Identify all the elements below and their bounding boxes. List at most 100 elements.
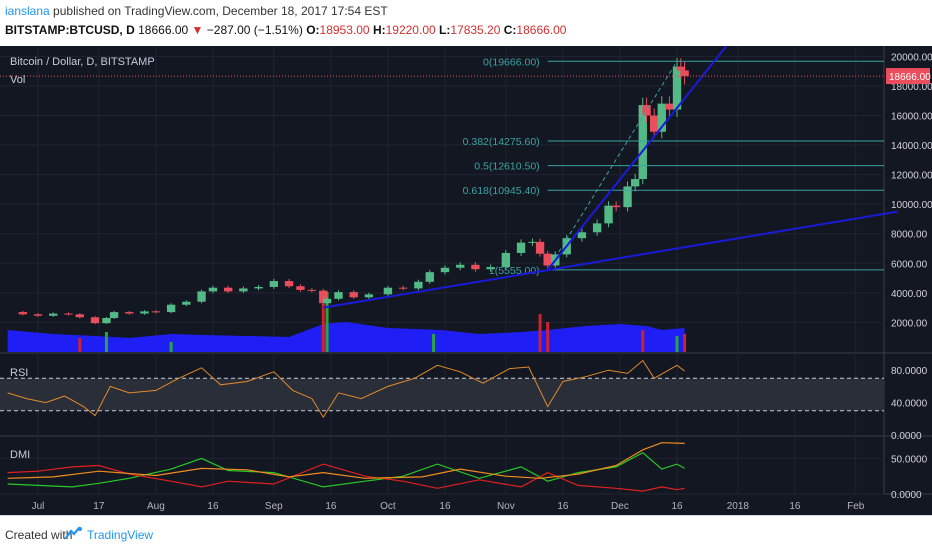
chart-area[interactable]: 0(19666.00) 0.382(14275.60) 0.5(12610.50) 0…	[0, 45, 932, 515]
y-tick-label: 20000.00	[891, 52, 932, 63]
last-price-badge	[886, 68, 930, 85]
candle-body	[414, 281, 423, 289]
last-price-label: 18666.00	[889, 72, 931, 83]
candle-body	[334, 292, 343, 299]
x-tick-label: Oct	[380, 501, 396, 512]
down-arrow-icon: ▼	[191, 23, 204, 37]
x-tick-label: 16	[789, 501, 801, 512]
candle-body	[296, 286, 305, 290]
x-tick-label: Nov	[497, 501, 515, 512]
trendline	[323, 210, 898, 309]
candle-body	[649, 115, 659, 132]
volume-bar	[538, 314, 542, 352]
candle-body	[18, 312, 27, 315]
close-label: C:	[503, 23, 517, 37]
candle-body	[197, 291, 206, 302]
candle-body	[638, 105, 647, 180]
candle-body	[254, 286, 263, 289]
tradingview-link[interactable]: TradingView	[87, 528, 154, 542]
candle-body	[456, 264, 465, 268]
candle-body	[592, 223, 602, 233]
fib-level-label: 0.382(14275.60)	[463, 136, 540, 148]
low-value: 17835.20	[450, 23, 501, 37]
author-link[interactable]: ianslana	[5, 4, 50, 18]
trendline	[546, 45, 728, 271]
y-tick-label: 14000.00	[891, 141, 932, 152]
high-value: 19220.00	[385, 23, 436, 37]
candle-body	[611, 205, 621, 208]
x-tick-label: Feb	[847, 501, 865, 512]
candle-body	[676, 66, 685, 71]
high-label: H:	[372, 23, 386, 37]
y-tick-label: 12000.00	[891, 171, 932, 182]
dmi-plus-line	[7, 451, 685, 488]
rsi-line	[7, 359, 685, 419]
x-tick-label: 16	[671, 501, 683, 512]
fib-level-label: 0.618(10945.40)	[463, 185, 540, 197]
main-pane: 0(19666.00) 0.382(14275.60) 0.5(12610.50) 0…	[0, 45, 898, 352]
x-tick-label: 16	[207, 501, 219, 512]
candle-body	[125, 312, 134, 314]
volume-bar	[325, 292, 329, 352]
candle-body	[269, 281, 279, 287]
candle-body	[239, 288, 248, 292]
candle-body	[322, 298, 332, 304]
axis-layer: Jul 17 Aug 16 Sep 16 Oct 16 Nov 16 Dec 16 2018 16 Feb 2…	[32, 52, 932, 512]
candle-body	[223, 287, 233, 292]
chart-header: ianslana published on TradingView.com, D…	[0, 0, 932, 46]
candle-body	[75, 314, 85, 318]
y-tick-label: 16000.00	[891, 111, 932, 122]
dmi-minus-line	[7, 463, 685, 492]
candle-body	[90, 317, 100, 324]
volume-bar	[104, 332, 108, 352]
candle-body	[672, 66, 682, 110]
candle-body	[577, 232, 587, 239]
y-tick-label: 10000.00	[891, 200, 932, 211]
fib-level-label: 0.5(12610.50)	[474, 161, 539, 173]
rsi-band-fill	[0, 378, 884, 411]
candle-body	[630, 179, 640, 187]
volume-legend: Vol	[10, 74, 25, 86]
x-tick-label: 16	[325, 501, 337, 512]
candle-body	[151, 311, 161, 313]
fib-trend-diagonal	[547, 61, 678, 271]
candle-body	[208, 287, 218, 292]
volume-area	[7, 322, 685, 352]
volume-bar	[321, 304, 325, 352]
candle-body	[642, 105, 651, 116]
publish-line: ianslana published on TradingView.com, D…	[5, 4, 388, 18]
candle-body	[623, 186, 632, 208]
volume-bar	[675, 336, 679, 352]
volume-bar	[641, 330, 645, 352]
x-tick-label: 2018	[727, 501, 750, 512]
symbol-line: BITSTAMP:BTCUSD, D 18666.00 ▼ −287.00 (−…	[5, 23, 566, 37]
candle-body	[543, 253, 552, 266]
x-tick-label: Sep	[265, 501, 283, 512]
candle-body	[501, 252, 511, 267]
x-tick-label: 17	[93, 501, 105, 512]
candle-body	[471, 264, 480, 270]
volume-bar	[432, 334, 436, 352]
volume-bar	[78, 338, 82, 352]
candle-body	[307, 289, 317, 291]
last-price: 18666.00	[138, 23, 189, 37]
price-change: −287.00 (−1.51%)	[206, 23, 303, 37]
candle-body	[383, 287, 393, 295]
dmi-y-tick-label: 50.0000	[891, 454, 928, 465]
dmi-title: DMI	[10, 449, 30, 461]
candle-body	[440, 267, 450, 273]
x-tick-label: 16	[439, 501, 451, 512]
candle-body	[486, 267, 495, 270]
volume-bar	[683, 334, 687, 352]
rsi-y-tick-label: 0.0000	[891, 431, 922, 442]
chart-canvas[interactable]: 0(19666.00) 0.382(14275.60) 0.5(12610.50) 0…	[0, 45, 932, 515]
open-value: 18953.00	[319, 23, 370, 37]
y-tick-label: 8000.00	[891, 230, 928, 241]
candle-body	[319, 290, 328, 304]
candle-body	[657, 103, 666, 132]
rsi-pane	[0, 359, 884, 419]
rsi-y-tick-label: 80.0000	[891, 366, 928, 377]
rsi-title: RSI	[10, 367, 28, 379]
candle-body	[665, 103, 674, 110]
x-tick-label: Jul	[32, 501, 45, 512]
